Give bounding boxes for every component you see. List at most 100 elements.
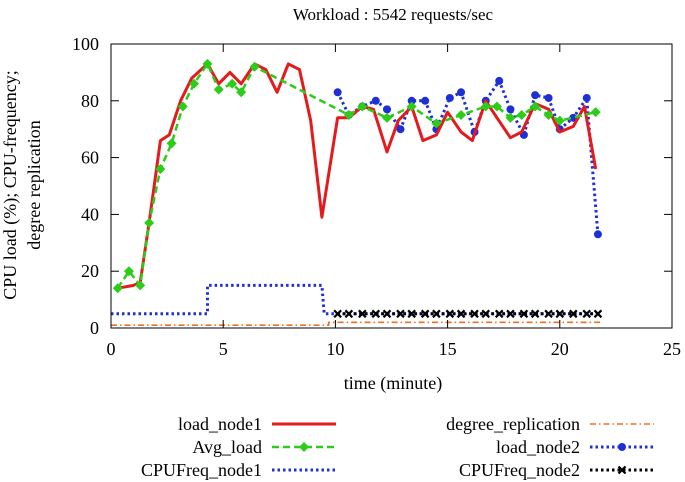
series-load_node1 — [117, 62, 598, 290]
data-point-Avg_load — [112, 283, 123, 294]
data-point-Avg_load — [543, 110, 554, 120]
x-tick-label: 0 — [107, 339, 116, 359]
legend-label: CPUFreq_node1 — [141, 460, 262, 480]
y-tick-label: 20 — [81, 261, 99, 281]
series-CPUFreq_node2 — [333, 309, 603, 319]
data-point-Avg_load — [382, 112, 393, 123]
legend-label: CPUFreq_node2 — [459, 460, 580, 480]
data-point-Avg_load — [249, 61, 260, 72]
data-point-Avg_load — [227, 78, 238, 89]
series-line-load_node2 — [336, 79, 600, 235]
legend-label: degree_replication — [446, 414, 580, 434]
x-tick-label: 15 — [439, 339, 457, 359]
series-line-degree_replication — [111, 321, 603, 327]
legend-item-Avg_load: Avg_load — [192, 437, 336, 457]
series-Avg_load — [112, 58, 601, 294]
data-point-Avg_load — [480, 101, 491, 112]
data-point-CPUFreq_node2 — [344, 309, 354, 319]
data-point-load_node2 — [457, 88, 466, 97]
axes: 0 5 10 15 20 25 0 20 40 60 80 100 — [72, 34, 681, 359]
y-tick-label: 100 — [72, 34, 99, 54]
data-point-CPUFreq_node2 — [582, 309, 592, 319]
data-point-load_node2 — [407, 96, 416, 105]
data-point-Avg_load — [213, 84, 224, 95]
data-point-Avg_load — [189, 78, 200, 89]
legend-item-CPUFreq_node2: CPUFreq_node2 — [459, 460, 654, 480]
legend-item-degree_replication: degree_replication — [446, 414, 654, 434]
data-point-Avg_load — [530, 101, 541, 112]
data-point-CPUFreq_node2 — [420, 309, 430, 319]
chart-title: Workload : 5542 requests/sec — [293, 5, 494, 24]
series-line-CPUFreq_node1 — [111, 283, 596, 316]
data-point-CPUFreq_node2 — [494, 309, 504, 319]
series-degree_replication — [111, 321, 603, 327]
data-point-Avg_load — [343, 110, 354, 120]
data-point-Avg_load — [202, 58, 213, 69]
x-tick-label: 25 — [663, 339, 681, 359]
legend-marker — [618, 443, 626, 451]
legend-item-CPUFreq_node1: CPUFreq_node1 — [141, 460, 336, 480]
data-point-load_node2 — [506, 105, 515, 114]
x-tick-label: 20 — [551, 339, 569, 359]
data-point-CPUFreq_node2 — [432, 309, 441, 319]
y-axis-label-line-1: CPU load (%); CPU-frequency; — [0, 70, 21, 299]
legend-item-load_node2: load_node2 — [496, 437, 654, 457]
series-line-load_node1 — [117, 62, 598, 290]
plot-frame — [110, 43, 673, 329]
y-tick-label: 0 — [90, 318, 99, 338]
x-tick-label: 10 — [326, 339, 344, 359]
data-point-load_node2 — [593, 230, 602, 239]
data-point-CPUFreq_node2 — [358, 309, 367, 319]
legend: load_node1 Avg_load CPUFreq_node1 degree_re… — [141, 414, 654, 480]
data-point-CPUFreq_node2 — [530, 309, 540, 319]
data-point-load_node2 — [421, 96, 430, 105]
legend-label: Avg_load — [192, 437, 262, 457]
data-point-load_node2 — [371, 96, 380, 105]
data-point-CPUFreq_node2 — [555, 309, 565, 319]
data-point-Avg_load — [155, 163, 166, 174]
data-point-Avg_load — [516, 110, 527, 120]
data-point-CPUFreq_node2 — [456, 309, 466, 319]
series-load_node2 — [333, 76, 602, 239]
data-point-Avg_load — [406, 101, 417, 112]
data-point-Avg_load — [236, 87, 247, 98]
data-point-Avg_load — [123, 266, 134, 277]
legend-label: load_node1 — [178, 414, 262, 434]
data-point-Avg_load — [357, 101, 368, 112]
data-point-Avg_load — [491, 101, 502, 112]
data-point-CPUFreq_node2 — [470, 309, 479, 319]
data-point-CPUFreq_node2 — [506, 309, 515, 319]
legend-marker — [617, 465, 627, 475]
data-point-Avg_load — [505, 112, 516, 123]
data-point-CPUFreq_node2 — [481, 309, 491, 319]
data-point-load_node2 — [333, 88, 342, 97]
x-axis-label: time (minute) — [344, 373, 442, 394]
y-axis-label: CPU load (%); CPU-frequency; degree repl… — [0, 70, 44, 299]
data-point-Avg_load — [135, 280, 146, 291]
y-axis-label-line-2: degree replication — [24, 120, 44, 249]
data-point-load_node2 — [495, 76, 504, 85]
data-point-load_node2 — [582, 93, 591, 102]
data-point-load_node2 — [544, 93, 553, 102]
data-point-load_node2 — [445, 93, 454, 102]
data-point-load_node2 — [531, 91, 540, 100]
y-tick-label: 60 — [81, 148, 99, 168]
y-tick-label: 80 — [81, 91, 99, 111]
data-point-load_node2 — [396, 125, 405, 134]
data-point-load_node2 — [383, 105, 392, 114]
data-point-CPUFreq_node2 — [593, 309, 603, 319]
data-point-CPUFreq_node2 — [445, 309, 455, 319]
series-CPUFreq_node1 — [111, 283, 596, 316]
plot-area: 0 5 10 15 20 25 0 20 40 60 80 100 — [72, 34, 681, 359]
data-point-CPUFreq_node2 — [568, 309, 578, 319]
x-tick-label: 5 — [219, 339, 228, 359]
data-point-CPUFreq_node2 — [396, 309, 405, 319]
data-point-CPUFreq_node2 — [544, 309, 553, 319]
data-point-CPUFreq_node2 — [333, 309, 342, 319]
data-point-Avg_load — [166, 138, 177, 149]
series-line-Avg_load — [116, 62, 596, 289]
data-point-Avg_load — [144, 217, 155, 228]
data-point-CPUFreq_node2 — [407, 309, 416, 319]
legend-marker — [299, 442, 309, 452]
